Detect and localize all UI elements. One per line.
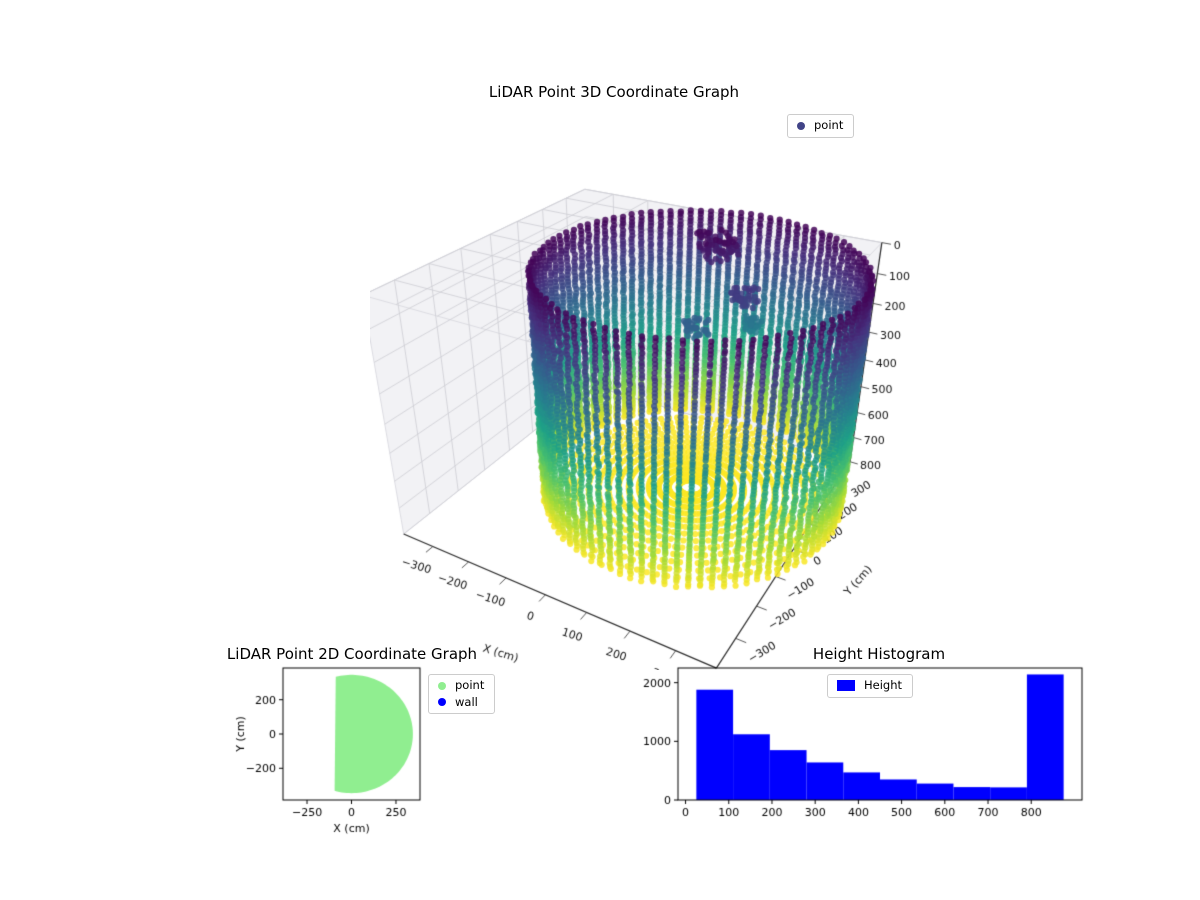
wall-marker-icon (438, 698, 446, 707)
point-marker-icon (797, 121, 805, 130)
plot3d-legend: point (787, 114, 855, 138)
plot3d-title: LiDAR Point 3D Coordinate Graph (488, 83, 740, 101)
height-patch-icon (837, 680, 855, 692)
legend-item-wall: wall (438, 694, 484, 709)
plot2d-title: LiDAR Point 2D Coordinate Graph (226, 645, 478, 663)
legend-item-point: point (438, 678, 485, 692)
legend-item-point: point (797, 118, 844, 132)
legend-label: point (455, 678, 485, 692)
histogram-title: Height Histogram (812, 645, 946, 663)
legend-item-height: Height (837, 678, 903, 692)
histogram-legend: Height (827, 674, 914, 698)
legend-label: wall (455, 694, 478, 709)
legend-label: Height (864, 678, 903, 692)
point-marker-icon (438, 681, 446, 690)
plot2d-legend: point wall (428, 674, 496, 714)
plot3d-canvas (370, 90, 910, 670)
plot2d-canvas (230, 660, 440, 840)
legend-label: point (814, 118, 844, 132)
